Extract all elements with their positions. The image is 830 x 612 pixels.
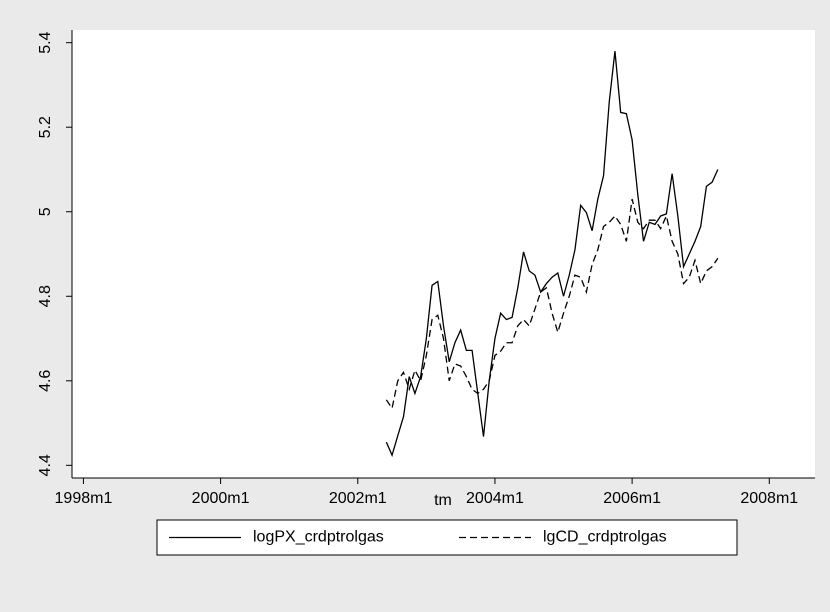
y-tick-label: 5 [37,207,54,216]
legend-label: lgCD_crdptrolgas [543,529,667,546]
series-line [385,51,719,458]
x-tick-label: 2000m1 [192,490,250,507]
y-tick-label: 4.4 [37,454,54,476]
y-tick-label: 5.2 [37,116,54,138]
y-tick-label: 4.6 [37,370,54,392]
plot-area [72,30,815,478]
x-tick-label: 1998m1 [55,490,113,507]
y-tick-label: 5.4 [37,31,54,53]
x-tick-label: 2006m1 [603,490,661,507]
x-tick-label: 2004m1 [466,490,524,507]
x-tick-label: 2002m1 [329,490,387,507]
x-axis-title: tm [434,492,452,509]
legend-label: logPX_crdptrolgas [253,529,384,546]
x-tick-label: 2008m1 [740,490,798,507]
y-tick-label: 4.8 [37,285,54,307]
legend-box [156,519,738,556]
